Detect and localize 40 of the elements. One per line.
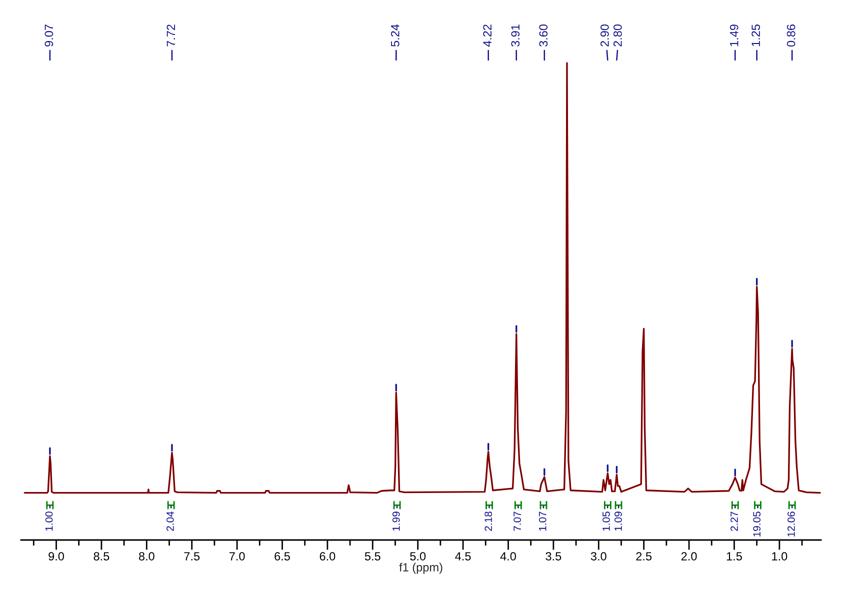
x-tick-label: 9.0 [48,552,64,560]
annotation: 2.18 [484,512,492,531]
x-tick-label: 5.5 [364,552,380,560]
annotation: 2.27 [730,512,738,531]
x-axis-title: f1 (ppm) [399,562,442,574]
annotation: 0.86 [786,24,796,47]
annotation: 1.25 [752,24,760,46]
x-tick-label: 7.0 [229,552,245,560]
annotation: 5.24 [390,24,400,47]
x-tick-label: 8.5 [94,552,110,560]
annotation: 7.72 [166,24,176,46]
annotation: 12.06 [787,512,795,536]
annotation: 2.04 [166,511,174,531]
annotation: 1.00 [45,512,53,531]
x-tick-label: 2.0 [681,552,697,560]
annotation: 9.07 [44,24,54,46]
annotation: 1.09 [614,512,622,531]
x-tick-label: 1.0 [772,552,788,560]
x-tick-label: 3.5 [546,552,562,560]
annotation: 3.91 [511,24,520,47]
annotation: 4.22 [483,24,492,47]
x-tick-label: 1.5 [726,552,742,560]
annotation: 1.49 [730,24,738,46]
x-tick-label: 2.5 [636,552,652,560]
x-tick-label: 4.0 [500,552,516,560]
x-tick-label: 7.5 [184,552,200,560]
x-tick-label: 3.0 [590,552,606,560]
annotation: 1.05 [602,512,610,531]
annotation: 1.07 [538,512,546,531]
x-tick-label: 6.5 [274,552,290,560]
x-tick-label: 6.0 [320,552,336,560]
x-tick-label: 5.0 [410,552,426,560]
annotation: 19.05 [753,512,761,536]
annotation: 3.60 [539,24,548,47]
x-tick-label: 4.5 [455,552,471,560]
annotation: 1.99 [392,512,400,531]
annotation: 2.80 [613,24,622,46]
annotation: 7.07 [514,512,521,531]
annotation: 2.90 [600,24,609,46]
x-tick-label: 8.0 [138,552,154,560]
